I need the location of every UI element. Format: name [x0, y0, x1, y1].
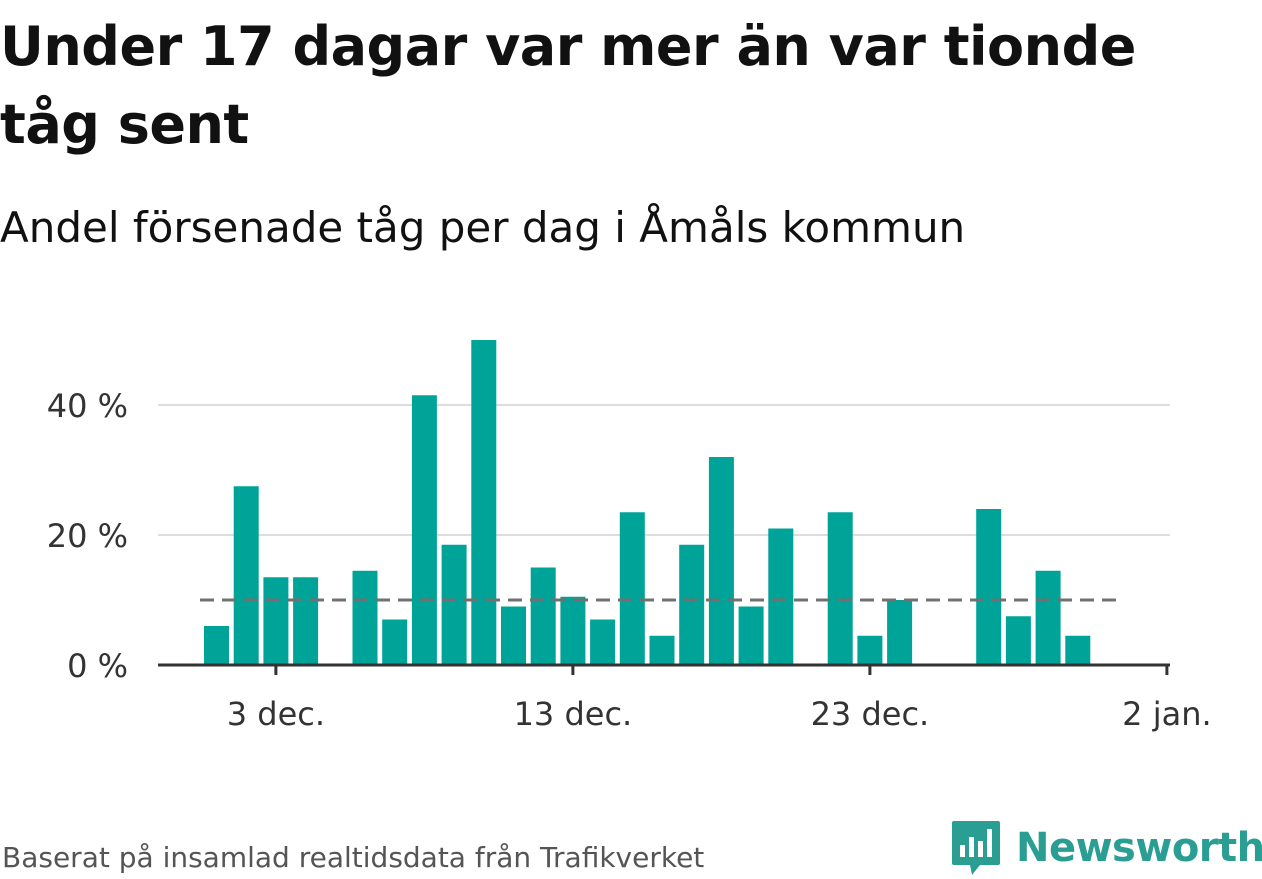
- bar-27-dec: [976, 509, 1002, 665]
- x-axis-labels: 3 dec. 13 dec. 23 dec. 2 jan.: [227, 695, 1212, 733]
- y-axis-labels: 0 % 20 % 40 %: [47, 387, 128, 685]
- bar-6-dec: [352, 570, 378, 665]
- y-tick-label: 40 %: [47, 387, 128, 425]
- bar-17-dec: [679, 544, 705, 665]
- source-note: Baserat på insamlad realtidsdata från Tr…: [2, 841, 705, 874]
- chart-title: Under 17 dagar var mer än var tionde tåg…: [0, 15, 1136, 156]
- bar-9-dec: [441, 544, 467, 665]
- x-tick-label: 2 jan.: [1122, 695, 1211, 733]
- bar-14-dec: [590, 619, 616, 665]
- bar-4-dec: [293, 577, 319, 665]
- x-axis: [158, 663, 1170, 675]
- x-tick-label: 3 dec.: [227, 695, 325, 733]
- bar-13-dec: [560, 596, 586, 665]
- x-tick-label: 13 dec.: [514, 695, 633, 733]
- newsworthy-logo-icon: [952, 821, 1000, 875]
- chart-subtitle: Andel försenade tåg per dag i Åmåls komm…: [0, 203, 966, 252]
- bar-19-dec: [738, 606, 764, 665]
- x-tick-label: 23 dec.: [811, 695, 930, 733]
- bar-8-dec: [411, 395, 437, 665]
- bar-16-dec: [649, 635, 675, 665]
- bar-2-dec: [233, 486, 259, 665]
- bar-28-dec: [1005, 616, 1031, 665]
- grid-lines: [158, 404, 1170, 536]
- bar-29-dec: [1035, 570, 1061, 665]
- bar-series: [204, 340, 1091, 665]
- y-tick-label: 0 %: [67, 647, 128, 685]
- bar-chart: 0 % 20 % 40 % 3 dec. 13 dec. 23 dec. 2 jan.: [47, 340, 1212, 733]
- bar-11-dec: [501, 606, 526, 665]
- bar-24-dec: [887, 600, 913, 665]
- bar-7-dec: [382, 619, 408, 665]
- brand-name: Newsworthy: [1016, 825, 1262, 871]
- bar-12-dec: [530, 567, 556, 665]
- bar-22-dec: [827, 512, 853, 665]
- bar-18-dec: [708, 457, 734, 665]
- bar-3-dec: [263, 577, 289, 665]
- bar-1-dec: [204, 626, 229, 665]
- bar-10-dec: [471, 340, 497, 665]
- bar-20-dec: [768, 528, 794, 665]
- y-tick-label: 20 %: [47, 517, 128, 555]
- bar-23-dec: [857, 635, 883, 665]
- bar-30-dec: [1065, 635, 1091, 665]
- bar-15-dec: [619, 512, 645, 665]
- newsworthy-logo: Newsworthy: [950, 818, 1262, 878]
